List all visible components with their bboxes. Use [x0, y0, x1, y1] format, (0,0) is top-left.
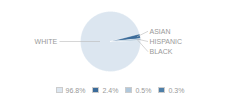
- svg-text:BLACK: BLACK: [150, 48, 173, 55]
- svg-text:HISPANIC: HISPANIC: [150, 38, 183, 45]
- html-text:96.8%: 96.8%: [65, 86, 86, 94]
- html-text:2.4%: 2.4%: [102, 86, 119, 94]
- svg-text:WHITE: WHITE: [35, 38, 58, 45]
- html-text:0.3%: 0.3%: [168, 86, 185, 94]
- svg-text:ASIAN: ASIAN: [150, 28, 171, 35]
- html-text:0.5%: 0.5%: [135, 86, 152, 94]
